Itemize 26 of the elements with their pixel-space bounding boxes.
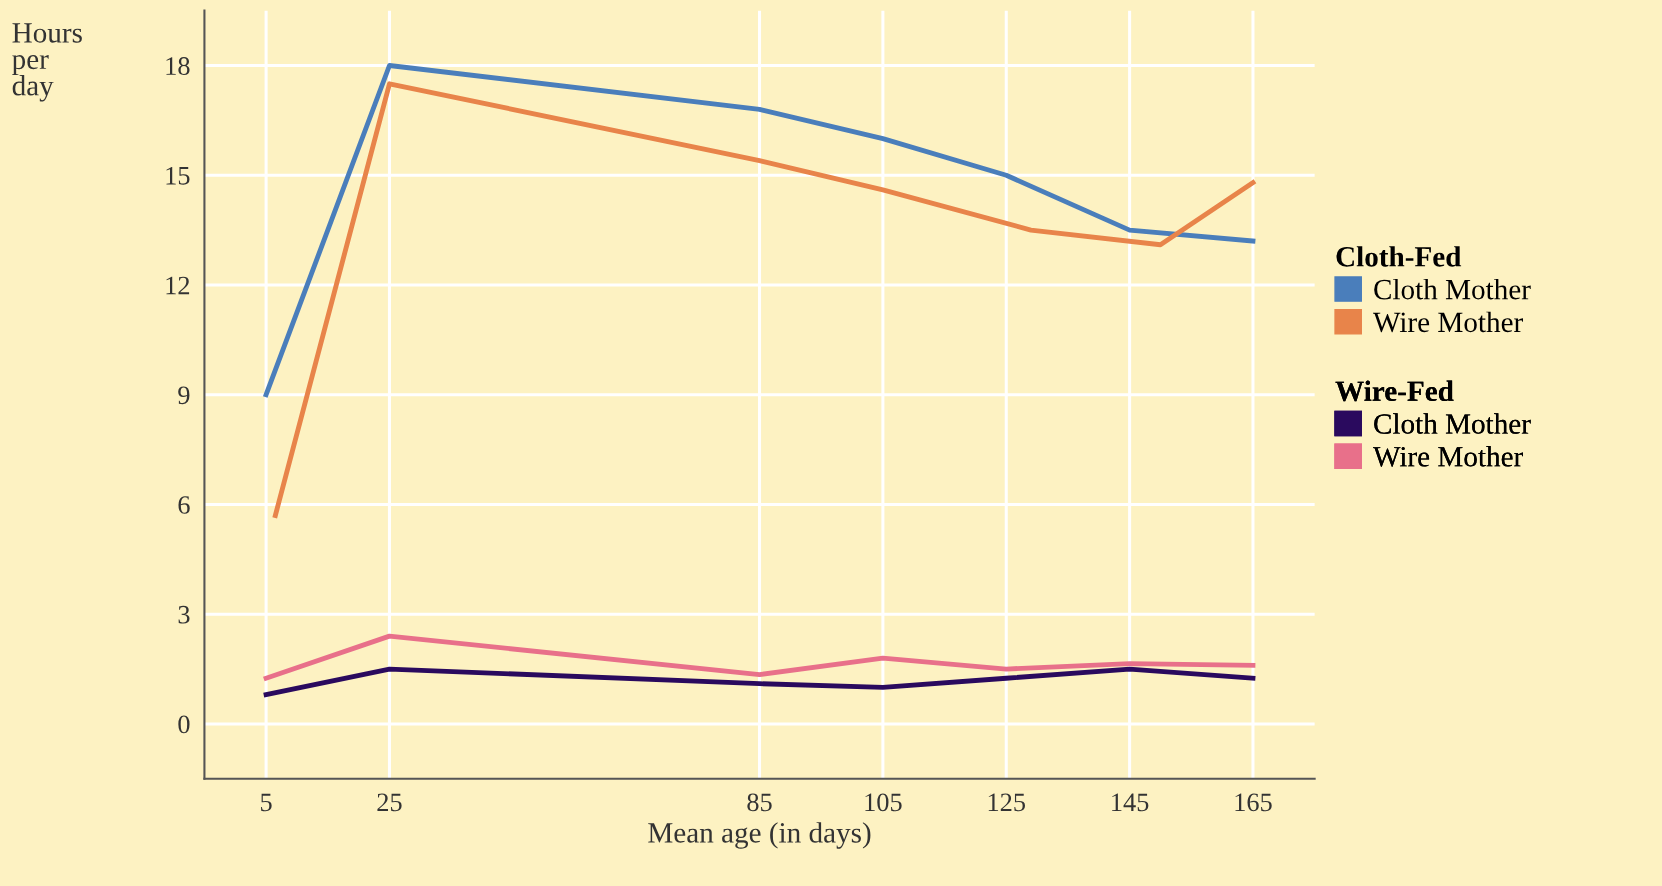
line-series — [263, 63, 1256, 398]
x-tick-label: 125 — [988, 793, 1026, 812]
y-tick-label: 0 — [178, 715, 190, 734]
line-series — [263, 633, 1256, 681]
y-tick-label: 12 — [166, 276, 190, 295]
x-tick-label: 25 — [377, 793, 402, 812]
x-axis-title: Mean age (in days) — [648, 822, 871, 849]
legend-label: Wire Mother — [1373, 446, 1523, 467]
y-tick-label: 15 — [166, 166, 190, 185]
legend-label: Cloth Mother — [1374, 413, 1531, 434]
y-tick-label: 18 — [166, 57, 190, 75]
y-tick-label: 3 — [178, 605, 190, 624]
x-tick-label: 145 — [1112, 793, 1149, 812]
legend-label: Wire Mother — [1373, 311, 1523, 333]
line-series — [263, 666, 1256, 698]
x-tick-label: 105 — [865, 793, 902, 812]
y-tick-label: 6 — [178, 496, 190, 514]
x-tick-label: 5 — [261, 793, 272, 812]
x-tick-label: 165 — [1235, 793, 1272, 812]
text: Cloth-Fed — [1336, 246, 1462, 267]
y-tick-label: 9 — [178, 386, 190, 405]
y-axis-title: Hours per day — [12, 23, 82, 102]
legend-label: Cloth Mother — [1374, 278, 1531, 300]
x-tick-label: 85 — [747, 793, 772, 812]
line-series — [272, 81, 1256, 518]
text: Wire-Fed — [1335, 380, 1454, 402]
